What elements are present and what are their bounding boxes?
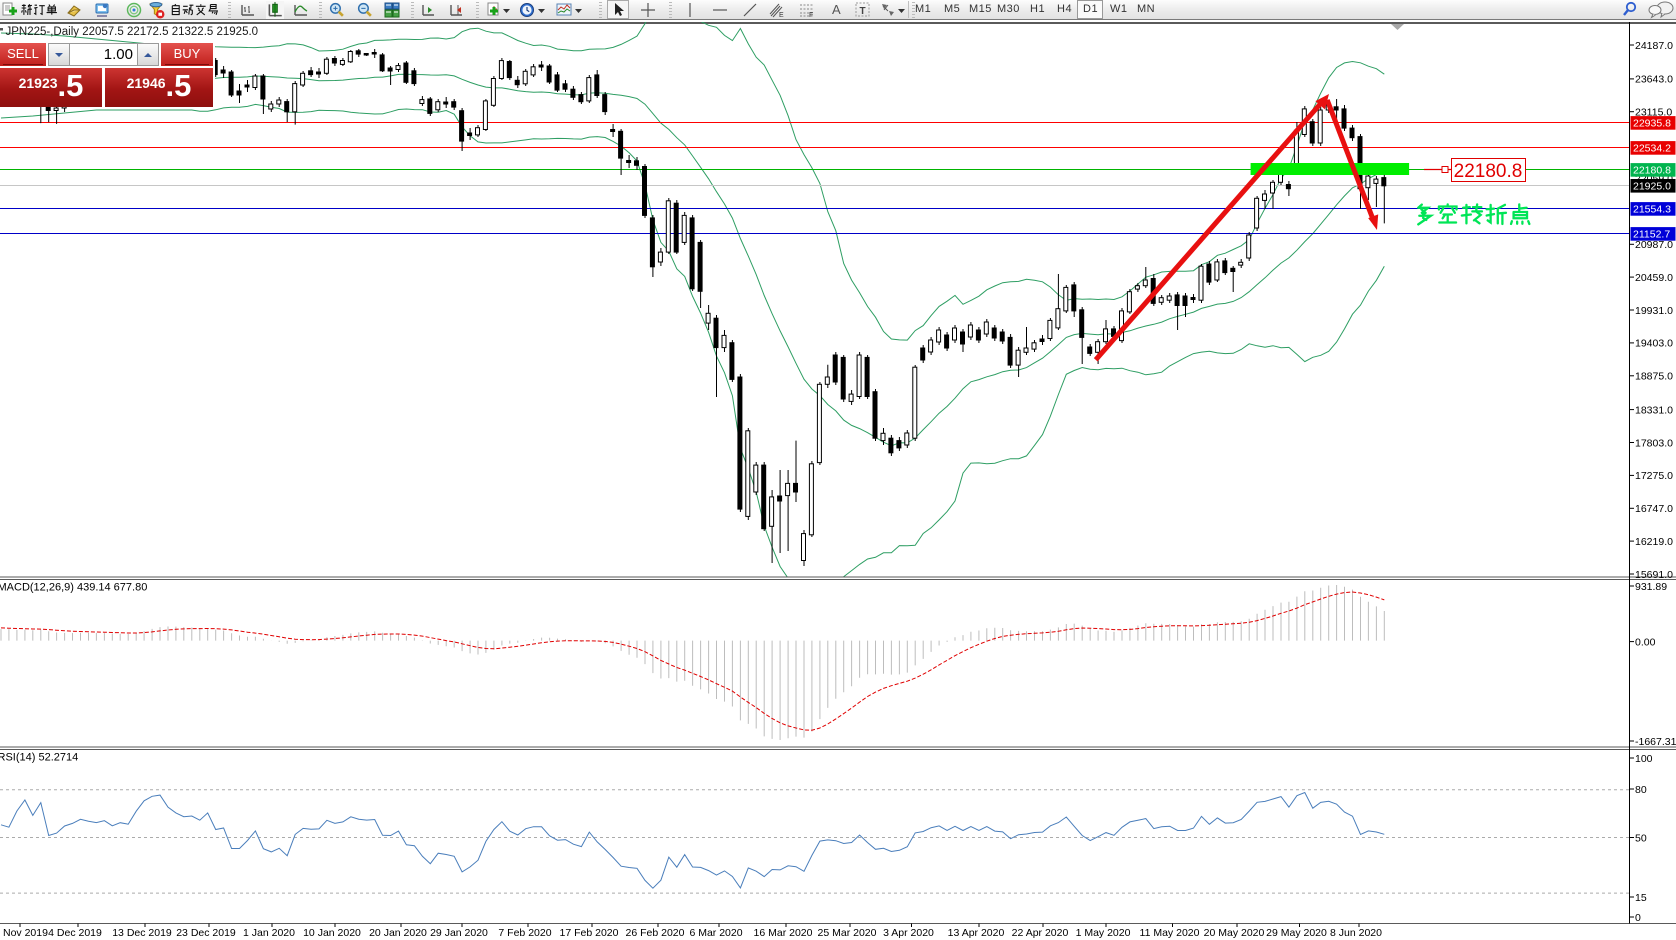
svg-text:100: 100 — [1635, 753, 1653, 765]
svg-text:16747.0: 16747.0 — [1635, 503, 1673, 515]
svg-text:24187.0: 24187.0 — [1635, 40, 1673, 52]
svg-text:50: 50 — [1635, 832, 1647, 844]
svg-text:13 Apr 2020: 13 Apr 2020 — [948, 927, 1005, 939]
svg-text:17275.0: 17275.0 — [1635, 470, 1673, 482]
svg-text:8 Jun 2020: 8 Jun 2020 — [1330, 927, 1382, 939]
svg-text:21554.3: 21554.3 — [1633, 204, 1671, 216]
svg-text:MACD(12,26,9) 439.14 677.80: MACD(12,26,9) 439.14 677.80 — [0, 582, 147, 594]
svg-text:16 Mar 2020: 16 Mar 2020 — [754, 927, 813, 939]
svg-text:80: 80 — [1635, 784, 1647, 796]
svg-text:20459.0: 20459.0 — [1635, 272, 1673, 284]
svg-text:17 Feb 2020: 17 Feb 2020 — [560, 927, 619, 939]
svg-text:19403.0: 19403.0 — [1635, 338, 1673, 350]
svg-text:22180.8: 22180.8 — [1633, 165, 1671, 177]
svg-text:3 Apr 2020: 3 Apr 2020 — [883, 927, 934, 939]
svg-text:18875.0: 18875.0 — [1635, 371, 1673, 383]
svg-text:19931.0: 19931.0 — [1635, 305, 1673, 317]
svg-text:23115.0: 23115.0 — [1635, 107, 1672, 119]
svg-text:931.89: 931.89 — [1635, 581, 1667, 593]
svg-text:21152.7: 21152.7 — [1633, 229, 1670, 241]
svg-text:Nov 2019: Nov 2019 — [3, 927, 48, 939]
svg-text:26 Feb 2020: 26 Feb 2020 — [626, 927, 685, 939]
svg-text:20 Jan 2020: 20 Jan 2020 — [369, 927, 427, 939]
svg-text:F: F — [809, 12, 813, 18]
svg-text:4 Dec 2019: 4 Dec 2019 — [48, 927, 102, 939]
svg-text:23643.0: 23643.0 — [1635, 74, 1673, 86]
svg-text:29 May 2020: 29 May 2020 — [1266, 927, 1327, 939]
svg-text:22 Apr 2020: 22 Apr 2020 — [1012, 927, 1069, 939]
svg-text:22180.8: 22180.8 — [1454, 161, 1523, 182]
svg-text:-1667.31: -1667.31 — [1635, 736, 1676, 748]
svg-text:7 Feb 2020: 7 Feb 2020 — [498, 927, 551, 939]
svg-text:RSI(14) 52.2714: RSI(14) 52.2714 — [0, 752, 78, 764]
svg-text:29 Jan 2020: 29 Jan 2020 — [430, 927, 488, 939]
svg-text:16219.0: 16219.0 — [1635, 536, 1673, 548]
svg-text:E: E — [779, 12, 784, 18]
svg-text:17803.0: 17803.0 — [1635, 437, 1673, 449]
svg-text:T: T — [860, 6, 866, 17]
svg-text:20 May 2020: 20 May 2020 — [1204, 927, 1265, 939]
svg-text:22534.2: 22534.2 — [1633, 143, 1671, 155]
svg-text:18331.0: 18331.0 — [1635, 404, 1673, 416]
svg-text:15691.0: 15691.0 — [1635, 569, 1673, 581]
svg-text:6 Mar 2020: 6 Mar 2020 — [689, 927, 742, 939]
svg-text:21925.0: 21925.0 — [1633, 181, 1671, 193]
svg-text:11 May 2020: 11 May 2020 — [1140, 927, 1200, 939]
svg-text:20987.0: 20987.0 — [1635, 239, 1673, 251]
svg-text:15: 15 — [1635, 892, 1647, 904]
svg-text:23 Dec 2019: 23 Dec 2019 — [176, 927, 236, 939]
svg-text:1 May 2020: 1 May 2020 — [1076, 927, 1131, 939]
svg-text:25 Mar 2020: 25 Mar 2020 — [818, 927, 877, 939]
svg-text:0: 0 — [1635, 912, 1641, 924]
svg-text:0.00: 0.00 — [1635, 636, 1656, 648]
svg-text:1 Jan 2020: 1 Jan 2020 — [243, 927, 295, 939]
svg-text:JPN225-,Daily 22057.5 22172.5: JPN225-,Daily 22057.5 22172.5 21322.5 21… — [6, 26, 259, 38]
svg-text:10 Jan 2020: 10 Jan 2020 — [303, 927, 361, 939]
svg-text:13 Dec 2019: 13 Dec 2019 — [112, 927, 172, 939]
svg-text:22935.8: 22935.8 — [1633, 118, 1671, 130]
